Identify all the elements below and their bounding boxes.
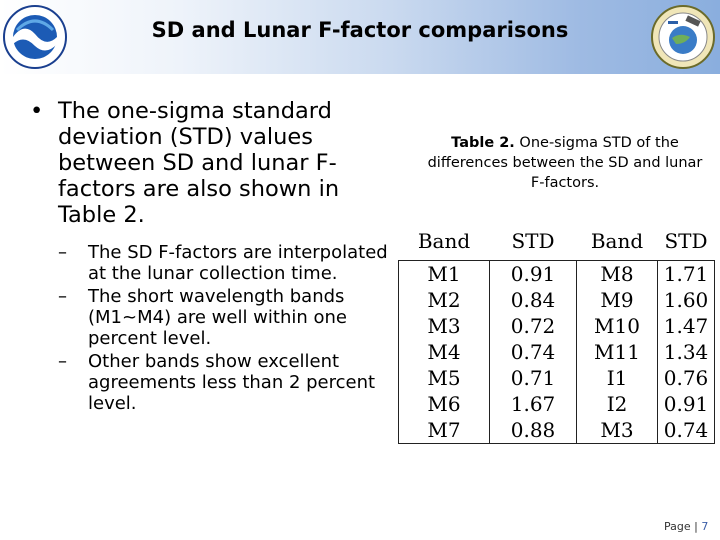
sub-bullet: – The SD F-factors are interpolated at t… [30,242,400,284]
std-cell: 0.74 [657,417,715,444]
band-cell: M3 [398,313,490,339]
header-band: Band [590,229,644,253]
table-row: M2 0.84 M9 1.60 [398,287,715,313]
std-table: Band STD Band STD M1 0.91 M8 1.71 M2 0.8… [398,222,715,444]
band-cell: I2 [576,391,658,417]
band-cell: M10 [576,313,658,339]
band-cell: M11 [576,339,658,365]
band-cell: M4 [398,339,490,365]
table-caption-label: Table 2. [451,135,515,151]
table-row: M6 1.67 I2 0.91 [398,391,715,417]
page-label: Page | [664,520,702,533]
band-cell: M5 [398,365,490,391]
sub-bullet-text: The short wavelength bands (M1~M4) are w… [88,286,347,349]
band-cell: M2 [398,287,490,313]
page-number-value: 7 [701,520,709,533]
dash-marker: – [58,286,67,307]
noaa-logo [3,5,67,69]
table-caption-text: One-sigma STD of the differences between… [427,135,703,191]
std-cell: 0.74 [489,339,577,365]
dash-marker: – [58,351,67,372]
table-caption: Table 2. One-sigma STD of the difference… [420,133,710,193]
band-cell: M1 [398,260,490,287]
table-row: M4 0.74 M11 1.34 [398,339,715,365]
std-cell: 0.76 [657,365,715,391]
slide-title: SD and Lunar F-factor comparisons [151,18,569,42]
band-cell: M6 [398,391,490,417]
page-number: Page | 7 [664,520,708,533]
dash-marker: – [58,242,67,263]
table-row: M7 0.88 M3 0.74 [398,417,715,444]
npp-mission-seal [651,5,715,69]
std-cell: 1.71 [657,260,715,287]
band-cell: M7 [398,417,490,444]
bullet-marker: • [30,98,44,124]
table-header-row: Band STD Band STD [399,222,715,261]
std-cell: 0.91 [489,260,577,287]
std-cell: 0.72 [489,313,577,339]
sub-bullet: – Other bands show excellent agreements … [30,351,400,414]
std-cell: 0.84 [489,287,577,313]
bullet-content: • The one-sigma standard deviation (STD)… [30,98,400,414]
table-row: M3 0.72 M10 1.47 [398,313,715,339]
band-cell: M3 [576,417,658,444]
std-cell: 1.34 [657,339,715,365]
std-cell: 1.67 [489,391,577,417]
std-cell: 0.91 [657,391,715,417]
header-bar [0,0,720,74]
sub-bullet-text: Other bands show excellent agreements le… [88,351,376,414]
table-row: M1 0.91 M8 1.71 [398,260,715,287]
table-body: M1 0.91 M8 1.71 M2 0.84 M9 1.60 M3 0.72 … [398,260,715,444]
band-cell: I1 [576,365,658,391]
std-cell: 1.47 [657,313,715,339]
main-bullet: • The one-sigma standard deviation (STD)… [30,98,400,228]
sub-bullet: – The short wavelength bands (M1~M4) are… [30,286,400,349]
main-bullet-text: The one-sigma standard deviation (STD) v… [58,98,340,228]
std-cell: 0.88 [489,417,577,444]
header-std: STD [664,229,708,253]
band-cell: M8 [576,260,658,287]
table-row: M5 0.71 I1 0.76 [398,365,715,391]
header-std: STD [511,229,555,253]
std-cell: 1.60 [657,287,715,313]
sub-bullet-text: The SD F-factors are interpolated at the… [88,242,388,284]
band-cell: M9 [576,287,658,313]
header-band: Band [417,229,471,253]
std-cell: 0.71 [489,365,577,391]
